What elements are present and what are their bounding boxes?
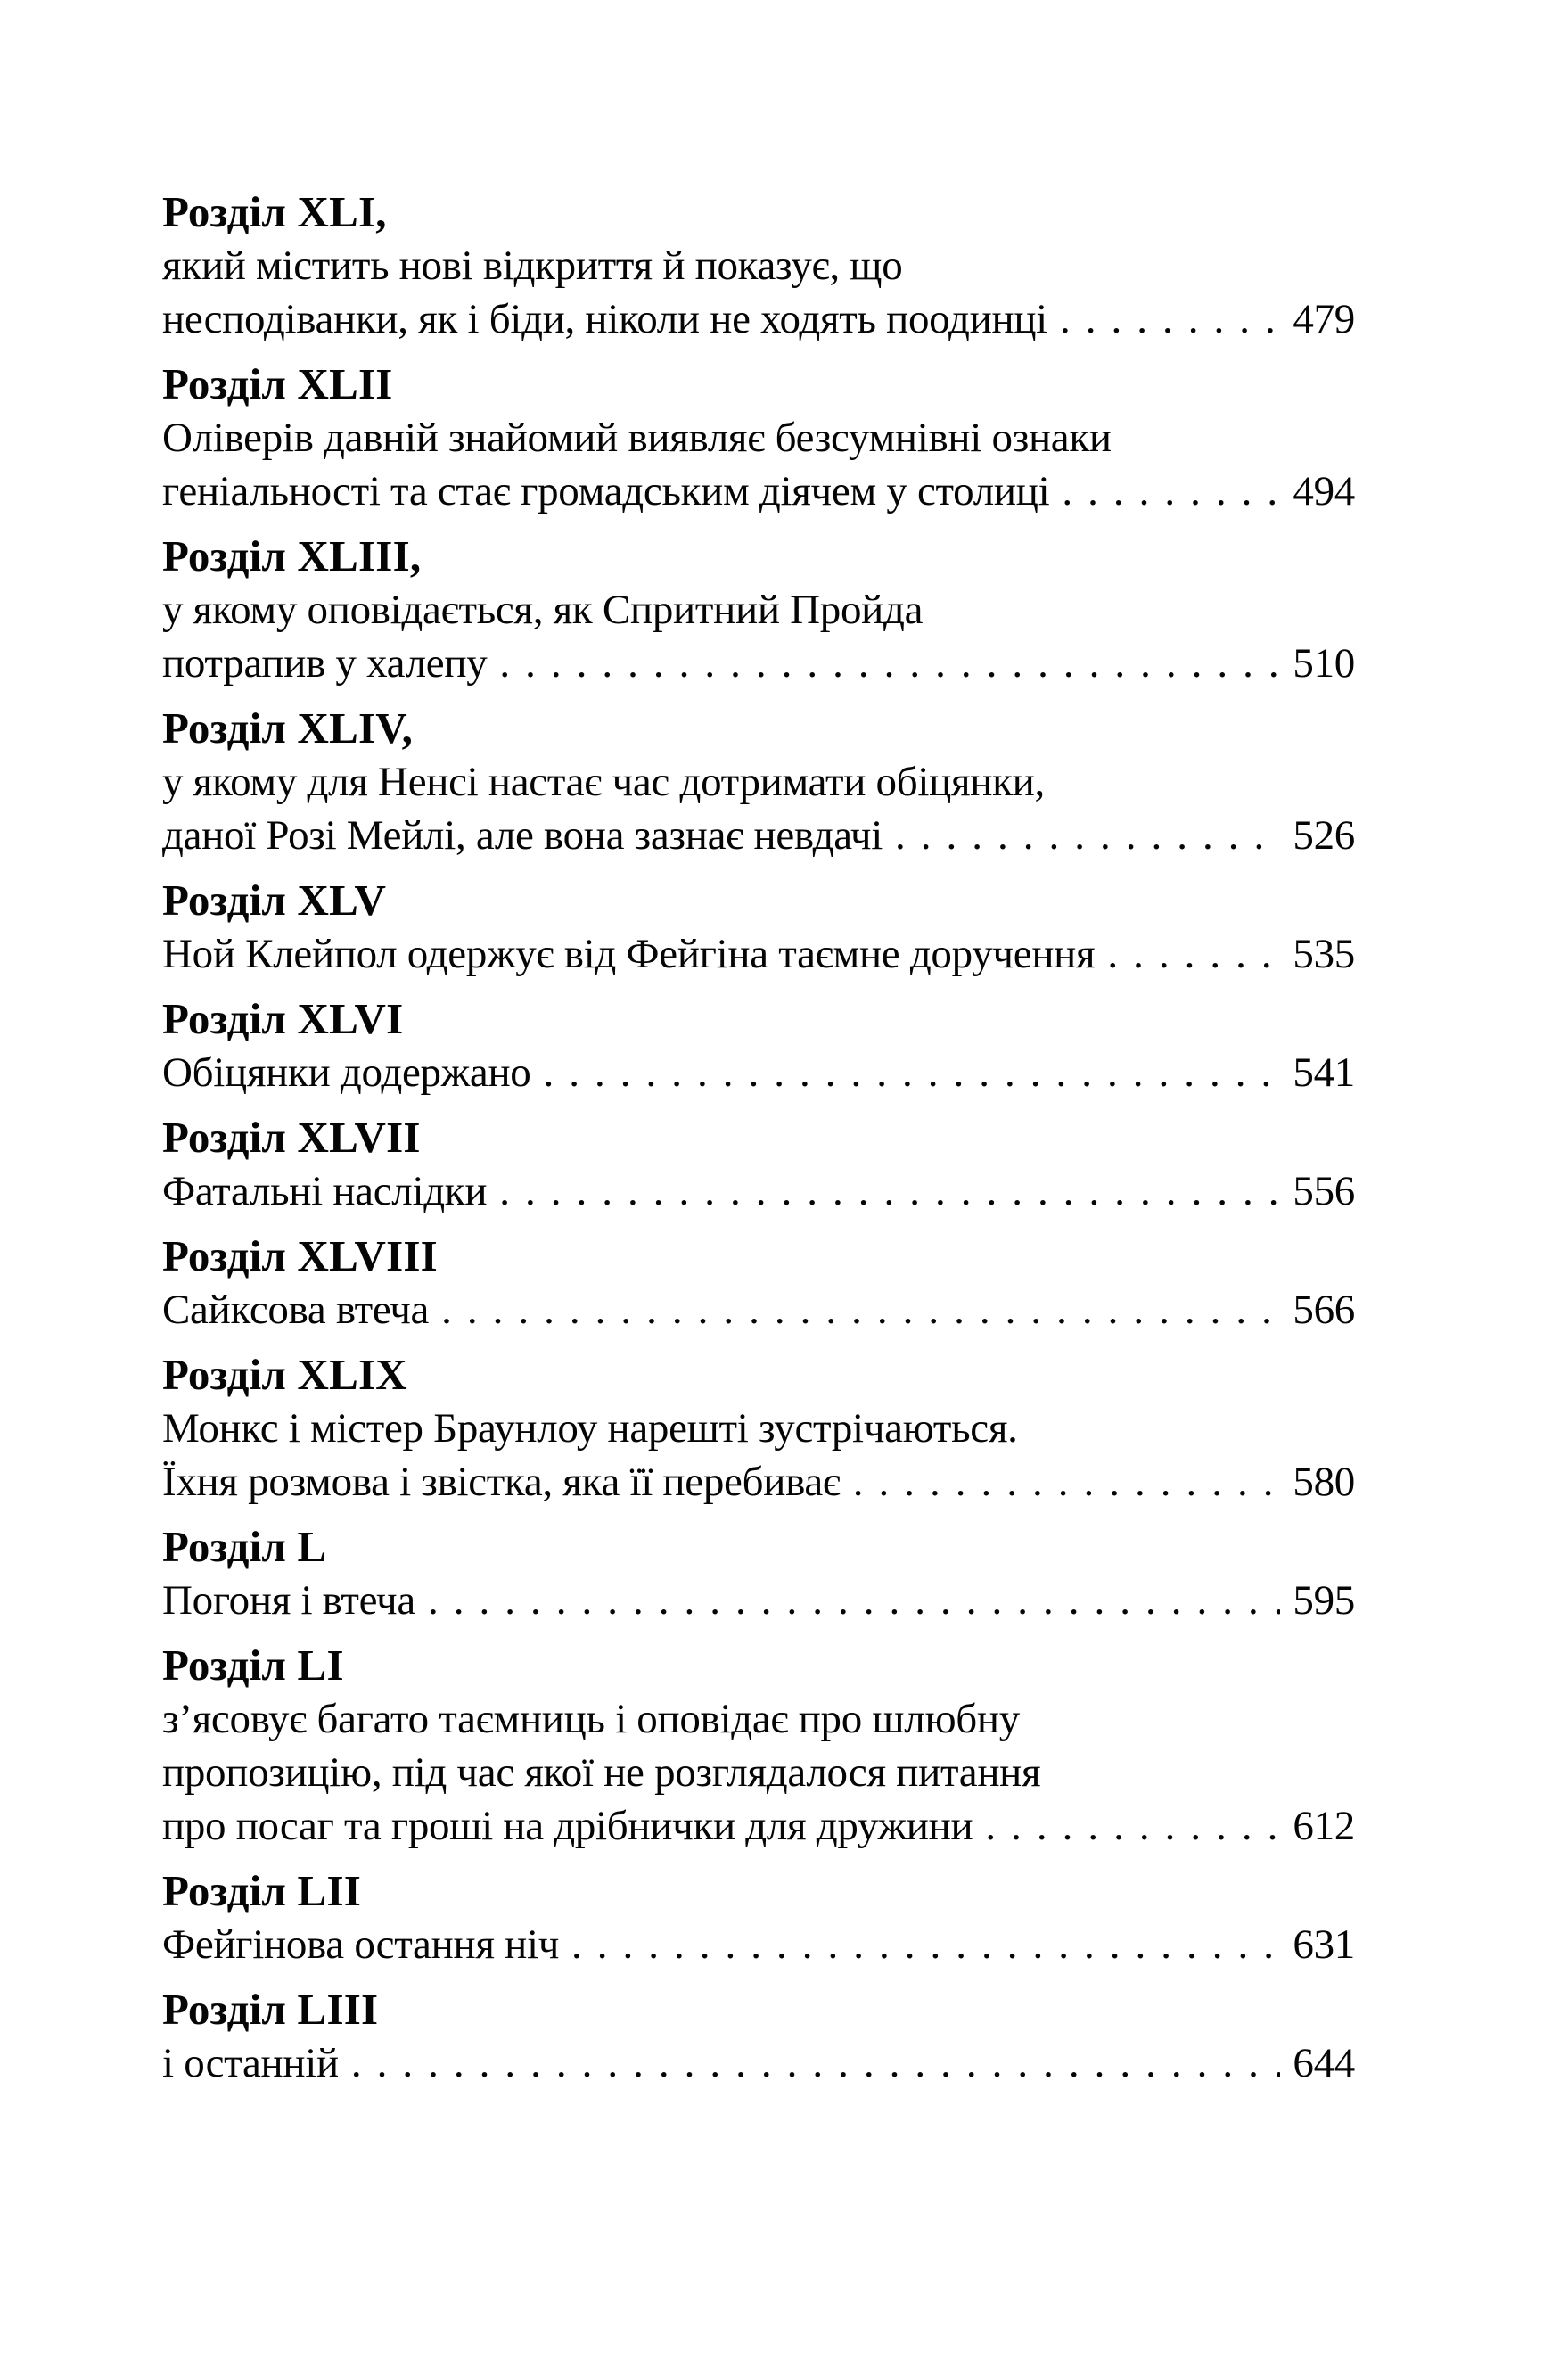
toc-entry: Розділ L Погоня і втеча 595 — [162, 1520, 1355, 1627]
dot-leader — [853, 1455, 1280, 1509]
chapter-description-line: який містить нові відкриття й показує, щ… — [162, 243, 903, 289]
chapter-page-number: 535 — [1293, 931, 1355, 977]
chapter-last-text: потрапив у халепу — [162, 640, 488, 687]
dot-leader — [1060, 292, 1280, 346]
dot-leader — [428, 1574, 1280, 1627]
chapter-page-number: 612 — [1293, 1803, 1355, 1849]
dot-leader — [895, 809, 1280, 862]
chapter-heading: Розділ XLI, — [162, 187, 387, 236]
chapter-lines: Монкс і містер Браунлоу нарешті зустріча… — [162, 1402, 1355, 1455]
chapter-page-number: 494 — [1293, 468, 1355, 514]
chapter-last-text: про посаг та гроші на дрібнички для друж… — [162, 1803, 973, 1849]
chapter-heading: Розділ LI — [162, 1641, 344, 1690]
chapter-page-number: 556 — [1293, 1168, 1355, 1214]
chapter-heading: Розділ XLVII — [162, 1113, 421, 1162]
toc-entry: Розділ XLVII Фатальні наслідки 556 — [162, 1111, 1355, 1218]
chapter-last-text: Погоня і втеча — [162, 1577, 415, 1624]
chapter-page-number: 595 — [1293, 1577, 1355, 1624]
chapter-last-text: Фатальні наслідки — [162, 1168, 488, 1214]
dot-leader — [351, 2036, 1280, 2090]
chapter-description-line: Оліверів давній знайомий виявляє безсумн… — [162, 415, 1112, 461]
chapter-heading: Розділ XLIII, — [162, 531, 422, 580]
chapter-heading: Розділ LIII — [162, 1985, 379, 2034]
chapter-heading: Розділ XLVI — [162, 994, 404, 1043]
chapter-last-line: Погоня і втеча 595 — [162, 1574, 1355, 1627]
chapter-last-text: Ной Клейпол одержує від Фейгіна таємне д… — [162, 931, 1096, 977]
chapter-heading: Розділ XLIV, — [162, 703, 414, 753]
chapter-heading: Розділ XLIX — [162, 1350, 407, 1399]
toc-entry: Розділ LI з’ясовує багато таємниць і опо… — [162, 1639, 1355, 1853]
toc-entry: Розділ LIII і останній 644 — [162, 1983, 1355, 2090]
chapter-last-line: Фатальні наслідки 556 — [162, 1164, 1355, 1218]
chapter-page-number: 566 — [1293, 1287, 1355, 1333]
chapter-lines: у якому оповідається, як Спритний Пройда — [162, 583, 1355, 637]
chapter-description-line: у якому для Ненсі настає час дотримати о… — [162, 759, 1045, 805]
chapter-last-line: несподіванки, як і біди, ніколи не ходят… — [162, 292, 1355, 346]
dot-leader — [544, 1046, 1281, 1099]
chapter-last-text: Фейгінова остання ніч — [162, 1921, 560, 1968]
dot-leader — [1062, 465, 1280, 518]
dot-leader — [1107, 927, 1280, 981]
dot-leader — [571, 1918, 1280, 1971]
dot-leader — [499, 1164, 1280, 1218]
dot-leader — [499, 637, 1280, 690]
toc-entry: Розділ XLIII, у якому оповідається, як С… — [162, 530, 1355, 690]
chapter-page-number: 580 — [1293, 1459, 1355, 1505]
chapter-heading: Розділ LII — [162, 1866, 361, 1915]
dot-leader — [441, 1283, 1280, 1337]
chapter-lines: Оліверів давній знайомий виявляє безсумн… — [162, 411, 1355, 465]
chapter-description-line: Монкс і містер Браунлоу нарешті зустріча… — [162, 1405, 1018, 1452]
chapter-last-text: несподіванки, як і біди, ніколи не ходят… — [162, 296, 1047, 342]
dot-leader — [985, 1799, 1280, 1853]
chapter-page-number: 526 — [1293, 812, 1355, 859]
chapter-page-number: 510 — [1293, 640, 1355, 687]
chapter-last-line: Сайксова втеча 566 — [162, 1283, 1355, 1337]
chapter-heading: Розділ XLII — [162, 359, 393, 408]
toc-entry: Розділ XLV Ной Клейпол одержує від Фейгі… — [162, 874, 1355, 981]
chapter-page-number: 644 — [1293, 2040, 1355, 2086]
chapter-last-text: і останній — [162, 2040, 339, 2086]
toc-entry: Розділ XLI, який містить нові відкриття … — [162, 185, 1355, 346]
chapter-page-number: 541 — [1293, 1049, 1355, 1096]
chapter-lines: з’ясовує багато таємниць і оповідає про … — [162, 1692, 1355, 1799]
chapter-last-text: геніальності та стає громадським діячем … — [162, 468, 1050, 514]
chapter-description-line: з’ясовує багато таємниць і оповідає про … — [162, 1696, 1020, 1742]
chapter-last-text: Сайксова втеча — [162, 1287, 430, 1333]
toc-entry: Розділ XLIX Монкс і містер Браунлоу наре… — [162, 1348, 1355, 1509]
chapter-last-line: геніальності та стає громадським діячем … — [162, 465, 1355, 518]
chapter-last-line: про посаг та гроші на дрібнички для друж… — [162, 1799, 1355, 1853]
chapter-last-line: і останній 644 — [162, 2036, 1355, 2090]
chapter-last-line: Фейгінова остання ніч 631 — [162, 1918, 1355, 1971]
toc-entry: Розділ XLVI Обіцянки додержано 541 — [162, 992, 1355, 1099]
toc-entry: Розділ XLIV, у якому для Ненсі настає ча… — [162, 702, 1355, 862]
toc-entry: Розділ XLII Оліверів давній знайомий вия… — [162, 358, 1355, 518]
toc-entry: Розділ XLVIII Сайксова втеча 566 — [162, 1230, 1355, 1337]
toc-entry: Розділ LII Фейгінова остання ніч 631 — [162, 1864, 1355, 1971]
chapter-last-line: Ной Клейпол одержує від Фейгіна таємне д… — [162, 927, 1355, 981]
chapter-description-line: у якому оповідається, як Спритний Пройда — [162, 587, 924, 633]
chapter-last-text: Їхня розмова і звістка, яка її перебиває — [162, 1459, 841, 1505]
chapter-page-number: 631 — [1293, 1921, 1355, 1968]
chapter-heading: Розділ L — [162, 1522, 327, 1571]
chapter-last-line: Обіцянки додержано 541 — [162, 1046, 1355, 1099]
chapter-lines: який містить нові відкриття й показує, щ… — [162, 239, 1355, 292]
chapter-heading: Розділ XLVIII — [162, 1231, 438, 1280]
chapter-heading: Розділ XLV — [162, 876, 387, 925]
toc-list: Розділ XLI, який містить нові відкриття … — [162, 185, 1355, 2090]
chapter-lines: у якому для Ненсі настає час дотримати о… — [162, 755, 1355, 809]
chapter-last-text: Обіцянки додержано — [162, 1049, 531, 1096]
chapter-description-line: пропозицію, під час якої не розглядалося… — [162, 1749, 1041, 1796]
chapter-last-text: даної Розі Мейлі, але вона зазнає невдач… — [162, 812, 883, 859]
chapter-page-number: 479 — [1293, 296, 1355, 342]
chapter-last-line: Їхня розмова і звістка, яка її перебиває… — [162, 1455, 1355, 1509]
chapter-last-line: потрапив у халепу 510 — [162, 637, 1355, 690]
chapter-last-line: даної Розі Мейлі, але вона зазнає невдач… — [162, 809, 1355, 862]
